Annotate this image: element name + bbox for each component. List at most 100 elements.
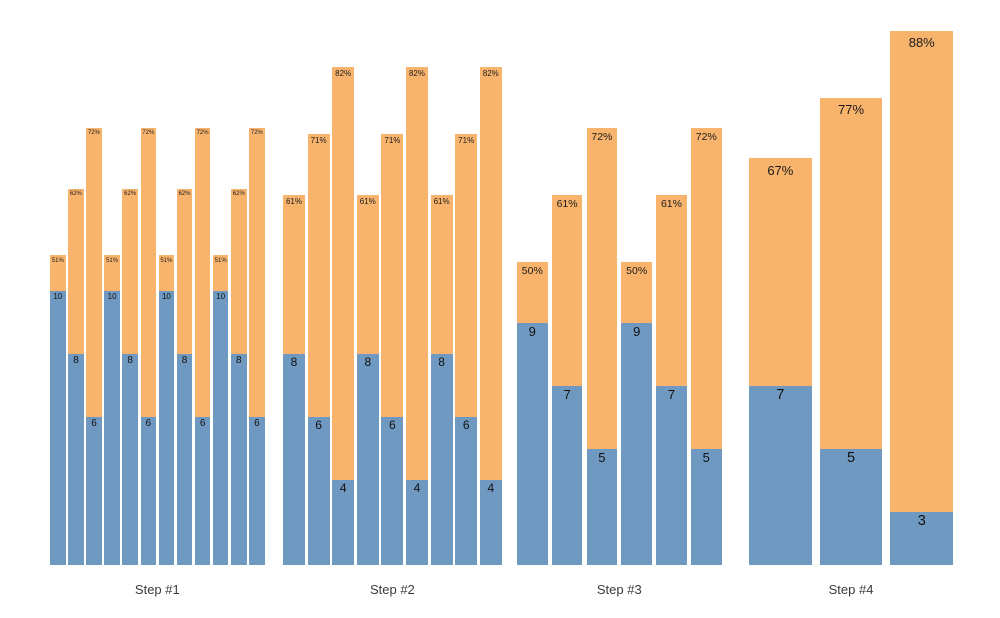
bar: 82% 4 [479,67,502,565]
x-axis-group-label: Step #1 [134,582,180,597]
bar-percent-label: 88% [908,35,935,51]
bar-value-segment: 6 [307,417,330,565]
bar-percent-label: 82% [482,69,499,79]
bar: 50% 9 [621,261,652,565]
x-axis-group-label: Step #2 [369,582,415,597]
bar-value-segment: 8 [430,354,453,565]
bar: 71% 6 [455,134,478,565]
bar: 72% 6 [140,127,157,565]
bar: 51% 10 [104,255,120,565]
bar-value-label: 10 [161,292,171,301]
bar-value-label: 6 [145,418,152,429]
bar-value-label: 8 [290,355,298,369]
bar: 82% 4 [406,67,428,565]
bar-value-label: 10 [107,292,117,301]
bar: 72% 5 [586,127,618,565]
bar-value-segment: 4 [406,480,428,565]
bar-percent-label: 72% [250,130,263,137]
bar-percent-label: 50% [521,264,543,277]
bar-value-segment: 9 [621,322,652,565]
bar-value-label: 8 [236,355,242,366]
bar: 61% 8 [283,194,305,565]
bar-value-segment: 5 [586,448,618,565]
bar: 62% 8 [68,188,84,565]
bar-percent-label: 67% [767,162,794,178]
bar-percent-label: 61% [359,196,376,206]
bar-percent-label: 62% [69,191,82,198]
bar-value-label: 8 [181,355,188,366]
bar-percent-label: 51% [51,257,64,264]
bar-percent-label: 72% [695,131,717,144]
bar: 51% 10 [158,255,175,565]
bar-value-segment: 8 [68,354,84,565]
bar-value-label: 5 [846,449,856,466]
bar-value-label: 7 [563,386,571,402]
bar: 77% 5 [819,97,883,565]
bar-value-segment: 8 [122,354,138,565]
bar-percent-label: 82% [335,69,352,79]
bar-value-segment: 7 [656,385,687,565]
bar-value-segment: 5 [819,448,883,565]
bar-value-segment: 4 [332,480,355,565]
bar-value-label: 8 [364,355,372,369]
bar-value-label: 6 [199,418,206,429]
bar-percent-label: 71% [310,136,327,146]
bar-percent-label: 61% [285,196,302,206]
bar-value-segment: 8 [356,354,379,565]
bar-value-segment: 8 [283,354,305,565]
bar-value-segment: 3 [890,511,954,565]
bar: 62% 8 [122,188,138,565]
bar: 71% 6 [381,134,404,565]
bar-value-label: 10 [53,292,63,301]
bar-value-label: 3 [917,512,926,529]
bar-value-segment: 7 [749,385,812,565]
bar-percent-label: 72% [142,130,155,137]
bar-value-label: 10 [216,292,226,301]
bar-value-label: 5 [702,449,710,465]
bar-value-label: 9 [528,323,536,339]
bar: 82% 4 [332,67,355,565]
bar-value-label: 4 [413,481,421,495]
bar-value-segment: 10 [50,291,66,565]
bar-value-segment: 8 [176,354,193,565]
bar-value-segment: 6 [140,417,157,565]
bar-value-segment: 10 [158,291,175,565]
bar: 51% 10 [212,255,229,565]
bar-percent-label: 62% [178,191,191,198]
bar: 72% 6 [86,127,102,565]
bar-value-segment: 6 [194,417,211,565]
bar-value-segment: 5 [691,448,722,565]
bar-value-label: 6 [462,418,470,432]
bar-value-segment: 6 [86,417,102,565]
bar-value-label: 6 [389,418,396,432]
bar-percent-label: 62% [124,191,137,198]
bar: 67% 7 [749,158,812,565]
bar: 61% 7 [551,194,583,565]
bar-percent-label: 71% [458,136,475,146]
bar-percent-label: 61% [556,197,578,210]
bar-percent-label: 50% [626,264,648,277]
bar-percent-label: 82% [408,69,425,79]
bar-percent-label: 77% [838,101,865,117]
bar-percent-label: 51% [214,257,227,264]
bar-value-segment: 6 [249,417,265,565]
bar: 61% 8 [430,194,453,565]
bar-percent-label: 72% [591,131,613,144]
bar-value-label: 6 [254,418,260,429]
bar-value-label: 6 [91,418,97,429]
bar-value-label: 7 [776,386,785,403]
bar-percent-label: 72% [87,130,100,137]
bar-value-segment: 10 [212,291,229,565]
bar-percent-label: 51% [160,257,173,264]
x-axis-group-label: Step #4 [828,582,874,597]
bar: 88% 3 [890,30,954,565]
bar-percent-label: 72% [196,130,209,137]
bar-value-label: 8 [73,355,79,366]
x-axis-group-label: Step #3 [596,582,642,597]
bar-percent-label: 51% [106,257,119,264]
bar: 62% 8 [176,188,193,565]
bar: 72% 6 [249,127,265,565]
bar: 50% 9 [517,261,548,565]
bar-percent-label: 61% [433,196,450,206]
